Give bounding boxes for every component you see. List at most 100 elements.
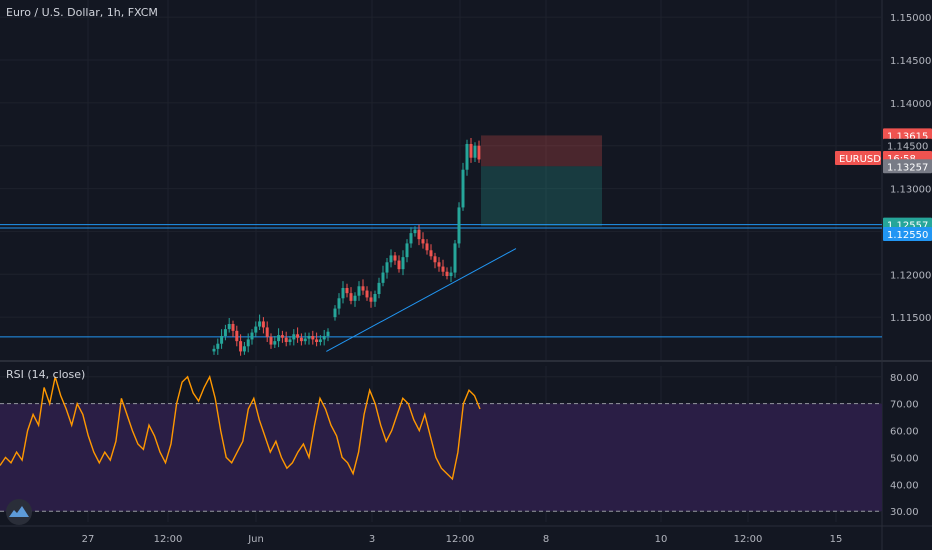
stop-tag: 1.12550 [887,230,928,241]
candle-body [307,336,311,339]
candle-body [220,336,224,344]
chart-title: Euro / U.S. Dollar, 1h, FXCM [6,6,158,19]
rsi-tick-label: 80.00 [890,373,919,384]
rsi-line [0,374,481,481]
rsi-tick-label: 40.00 [890,480,919,491]
candle-body [425,243,429,251]
level-tag-1.13500-bg [883,138,932,153]
candle-body [269,336,273,345]
time-tick-label: 15 [830,534,843,545]
candle-body [385,262,389,273]
candle-body [477,145,481,160]
candle-body [246,339,250,347]
candle-body [365,290,369,298]
candle-body [239,341,243,352]
candle-body [449,272,453,276]
candle-body [345,288,349,294]
rsi-band [0,403,882,512]
candle-body [457,207,461,244]
candle-body [469,144,473,158]
candle-body [261,321,265,328]
trendline[interactable] [326,248,517,352]
trend-line [326,248,517,352]
candle-body [473,145,477,158]
candle-body [397,260,401,270]
candle-body [421,239,425,244]
candle-body [322,336,326,340]
stop-tag-bg [883,227,932,241]
candle-body [445,271,449,276]
candle-body [326,331,330,336]
candle-body [341,288,345,299]
candle-body [381,272,385,283]
candle-body [441,266,445,272]
candle-body [389,255,393,263]
candle-body [377,282,381,294]
price-tick-label: 1.11500 [890,313,931,324]
candle-body [265,327,269,337]
candle-body [353,295,357,301]
candle-body [273,341,277,345]
time-tick-label: 12:00 [446,534,475,545]
candle-body [250,332,254,340]
target-zone [481,166,602,227]
candle-body [361,286,365,291]
rsi-title: RSI (14, close) [6,368,86,381]
candle-body [311,336,315,340]
candle-body [315,339,319,342]
entry-tag: 1.12557 [887,221,928,232]
candle-body [413,229,417,234]
candle-body [296,334,300,338]
current-tag: 1.13257 [887,162,928,173]
candle-body [258,321,262,327]
candle-body [437,262,441,267]
rsi-tick-label: 30.00 [890,507,919,518]
candle-body [227,324,231,330]
candle-body [465,144,469,170]
candle-body [216,343,220,349]
candle-body [349,293,353,301]
candle-body [299,337,303,342]
horizontal-lines[interactable] [0,224,882,338]
rsi-tick-label: 70.00 [890,400,919,411]
candle-body [212,348,216,352]
candle-body [369,297,373,302]
price-tick-label: 1.14500 [890,56,931,67]
time-tick-label: 12:00 [734,534,763,545]
candle-body [254,326,258,333]
candle-body [242,346,246,352]
candle-body [393,255,397,261]
candle-body [284,337,288,342]
current-tag-bg [883,159,932,174]
candle-body [373,294,377,302]
price-tick-label: 1.15000 [890,13,931,24]
rsi-series [0,374,481,481]
time-tick-label: 3 [369,534,375,545]
time-axis[interactable]: 27 12:00 Jun 3 12:00 8 10 12:00 15 [82,534,843,545]
price-tick-label: 1.12000 [890,270,931,281]
rsi-band-fill [0,403,882,512]
candle-body [231,324,235,331]
candle-body [235,330,239,342]
candle-body [453,243,457,273]
tradingview-logo[interactable] [6,499,32,525]
rsi-tick-label: 60.00 [890,427,919,438]
candle-body [288,339,292,342]
symbol-tag-bg [835,151,881,165]
candle-body [337,298,341,309]
position-tool[interactable] [481,135,602,227]
candles [212,138,481,356]
price-tick-label: 1.14000 [890,99,931,110]
time-tick-label: 10 [655,534,668,545]
tp-tag: 1.13615 [887,131,928,142]
candle-body [417,229,421,240]
candle-body [280,335,284,338]
candle-body [357,286,361,296]
candle-body [405,243,409,258]
price-tags: 1.136151.14500EURUSD16:581.132571.125571… [835,128,932,241]
candle-body [277,335,281,342]
time-tick-label: 27 [82,534,95,545]
candle-body [303,338,307,342]
price-tick-label: 1.13000 [890,185,931,196]
